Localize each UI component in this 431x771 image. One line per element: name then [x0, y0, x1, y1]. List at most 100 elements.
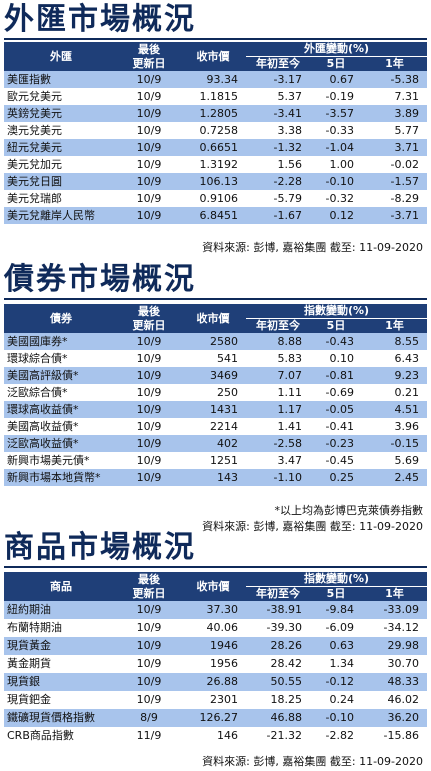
cell-y1: -8.29 — [390, 191, 419, 205]
cell-name: 環球高收益債* — [4, 401, 118, 418]
table-row: 美元兌瑞郎 10/9 0.9106 -5.79 -0.32 -8.29 — [4, 190, 427, 207]
cell-d5: -0.10 — [310, 173, 362, 190]
cell-date: 10/9 — [118, 435, 180, 452]
cell-d5: -0.33 — [325, 123, 354, 137]
cell-y1: 3.96 — [394, 419, 420, 433]
cell-name: 紐約期油 — [4, 601, 118, 619]
cell-y1: 2.45 — [362, 469, 427, 486]
cell-d5: -0.10 — [310, 709, 362, 727]
cell-name: 現貨銀 — [4, 673, 118, 691]
cell-y1: -34.12 — [383, 621, 419, 634]
cell-close: 0.6651 — [180, 139, 246, 156]
cell-name: 環球綜合債* — [7, 351, 68, 365]
commodities-header-name: 商品 — [4, 572, 118, 601]
cell-d5: -0.12 — [310, 673, 362, 691]
cell-date: 10/9 — [118, 139, 180, 156]
cell-d5: 1.00 — [329, 157, 355, 171]
cell-close: 6.8451 — [180, 207, 246, 224]
bonds-header-last-update: 最後 更新日 — [118, 304, 180, 333]
cell-date: 10/9 — [136, 385, 162, 399]
cell-ytd: 8.88 — [246, 333, 310, 350]
fx-header-5d: 5日 — [310, 56, 362, 71]
table-row: 新興市場美元債* 10/9 1251 3.47 -0.45 5.69 — [4, 452, 427, 469]
cell-ytd: -5.79 — [273, 191, 302, 205]
commodities-title-rule — [4, 566, 427, 568]
cell-y1: 36.20 — [362, 709, 427, 727]
cell-ytd: 1.41 — [277, 419, 303, 433]
cell-date: 10/9 — [136, 693, 162, 706]
cell-close: 2580 — [180, 333, 246, 350]
cell-close: 2214 — [210, 419, 238, 433]
table-row: 澳元兌美元 10/9 0.7258 3.38 -0.33 5.77 — [4, 122, 427, 139]
cell-d5: -0.69 — [325, 385, 354, 399]
cell-date: 10/9 — [136, 419, 162, 433]
cell-close: 541 — [217, 351, 238, 365]
cell-close: 146 — [217, 729, 238, 742]
bonds-header-close: 收市價 — [180, 304, 246, 333]
cell-date: 10/9 — [136, 657, 162, 670]
cell-close: 1946 — [180, 637, 246, 655]
cell-name: CRB商品指數 — [7, 729, 74, 742]
fx-header-1y: 1年 — [362, 56, 427, 71]
cell-ytd: 7.07 — [246, 367, 310, 384]
cell-name: 黃金期貨 — [7, 657, 51, 670]
cell-name: 英鎊兌美元 — [4, 105, 118, 122]
cell-date: 8/9 — [118, 709, 180, 727]
bonds-header-5d: 5日 — [310, 318, 362, 333]
cell-close: 1.2805 — [180, 105, 246, 122]
cell-ytd: -1.32 — [246, 139, 310, 156]
cell-name: 紐元兌美元 — [4, 139, 118, 156]
fx-header-ytd: 年初至今 — [246, 56, 310, 71]
cell-y1: 5.77 — [394, 123, 420, 137]
cell-close: 106.13 — [180, 173, 246, 190]
cell-name: 美國國庫券* — [4, 333, 118, 350]
cell-date: 10/9 — [118, 71, 180, 88]
cell-d5: -6.09 — [325, 621, 354, 634]
cell-close: 40.06 — [206, 621, 239, 634]
commodities-header-close: 收市價 — [180, 572, 246, 601]
table-row: 美元兌離岸人民幣 10/9 6.8451 -1.67 0.12 -3.71 — [4, 207, 427, 224]
cell-y1: 6.43 — [394, 351, 420, 365]
table-row: 環球綜合債* 10/9 541 5.83 0.10 6.43 — [4, 350, 427, 367]
fx-header-close: 收市價 — [180, 42, 246, 71]
cell-d5: -1.04 — [310, 139, 362, 156]
cell-close: 1431 — [180, 401, 246, 418]
table-row: 黃金期貨 10/9 1956 28.42 1.34 30.70 — [4, 655, 427, 673]
cell-name: 美國高評級債* — [4, 367, 118, 384]
cell-date: 10/9 — [118, 367, 180, 384]
cell-date: 10/9 — [136, 123, 162, 137]
table-row: 新興市場本地貨幣* 10/9 143 -1.10 0.25 2.45 — [4, 469, 427, 486]
bonds-source: 資料來源: 彭博, 嘉裕集團 截至: 11-09-2020 — [202, 520, 423, 533]
fx-table: 外匯 最後 更新日 收市價 外匯變動(%) 年初至今 5日 1年 美匯指數 10/… — [4, 42, 427, 224]
commodities-header-5d: 5日 — [310, 586, 362, 601]
cell-y1: 4.51 — [362, 401, 427, 418]
table-row: 美元兌日圓 10/9 106.13 -2.28 -0.10 -1.57 — [4, 173, 427, 190]
table-row: 美匯指數 10/9 93.34 -3.17 0.67 -5.38 — [4, 71, 427, 88]
cell-y1: -0.02 — [390, 157, 419, 171]
fx-title-rule — [4, 38, 427, 40]
table-row: 美元兌加元 10/9 1.3192 1.56 1.00 -0.02 — [4, 156, 427, 173]
cell-y1: -33.09 — [362, 601, 427, 619]
cell-date: 10/9 — [118, 173, 180, 190]
cell-name: 布蘭特期油 — [7, 621, 62, 634]
cell-ytd: 1.17 — [246, 401, 310, 418]
cell-name: 美元兌日圓 — [4, 173, 118, 190]
cell-ytd: -2.28 — [246, 173, 310, 190]
cell-d5: -0.19 — [325, 89, 354, 103]
cell-d5: -3.57 — [310, 105, 362, 122]
cell-name: 現貨鈀金 — [7, 693, 51, 706]
cell-y1: 29.98 — [362, 637, 427, 655]
cell-y1: 9.23 — [362, 367, 427, 384]
cell-ytd: 28.42 — [270, 657, 303, 670]
cell-y1: -0.15 — [362, 435, 427, 452]
cell-ytd: -3.17 — [246, 71, 310, 88]
cell-close: 0.9106 — [199, 191, 239, 205]
cell-name: 美元兌離岸人民幣 — [4, 207, 118, 224]
fx-header-change-group: 外匯變動(%) — [246, 42, 427, 57]
cell-name: 泛歐高收益債* — [4, 435, 118, 452]
cell-d5: 0.67 — [310, 71, 362, 88]
fx-header-last-update: 最後 更新日 — [118, 42, 180, 71]
cell-name: 歐元兌美元 — [7, 89, 62, 103]
bonds-table: 債券 最後 更新日 收市價 指數變動(%) 年初至今 5日 1年 美國國庫券* 1… — [4, 304, 427, 486]
cell-ytd: -1.67 — [246, 207, 310, 224]
